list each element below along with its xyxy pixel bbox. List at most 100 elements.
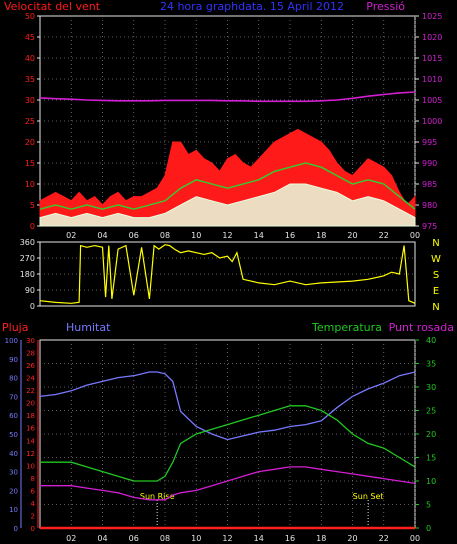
compass-label: S bbox=[433, 270, 439, 281]
time-tick-label: 20 bbox=[347, 231, 357, 240]
time-tick-label: 18 bbox=[316, 534, 326, 543]
pressure-axis-title: Pressió bbox=[366, 0, 405, 13]
rain-tick-label: 0 bbox=[31, 525, 35, 533]
rain-tick-label: 4 bbox=[31, 500, 36, 508]
time-tick-label: 02 bbox=[66, 534, 76, 543]
humidity-tick-label: 70 bbox=[9, 393, 18, 401]
time-tick-label: 20 bbox=[347, 534, 357, 543]
time-tick-label: 16 bbox=[285, 534, 295, 543]
humidity-tick-label: 20 bbox=[9, 487, 18, 495]
humidity-axis-title: Humitat bbox=[66, 321, 111, 334]
time-tick-label: 02 bbox=[66, 231, 76, 240]
pressure-tick-label: 1025 bbox=[422, 12, 442, 21]
time-tick-label: 06 bbox=[129, 534, 139, 543]
wind-average-series bbox=[39, 162, 416, 210]
climate-chart: 0102030405060708090100024681012141618202… bbox=[5, 336, 437, 543]
rain-tick-label: 10 bbox=[26, 462, 35, 470]
humidity-tick-label: 100 bbox=[5, 337, 18, 345]
wind-tick-label: 0 bbox=[30, 222, 35, 231]
time-tick-label: 04 bbox=[97, 534, 107, 543]
pressure-series bbox=[39, 91, 416, 103]
humidity-tick-label: 0 bbox=[14, 525, 18, 533]
direction-tick-label: 0 bbox=[30, 302, 35, 311]
sunrise-label: Sun Rise bbox=[140, 492, 175, 501]
rain-tick-label: 2 bbox=[31, 512, 35, 520]
temperature-axis-title: Temperatura bbox=[311, 321, 382, 334]
rain-tick-label: 20 bbox=[26, 400, 35, 408]
wind-tick-label: 25 bbox=[25, 117, 35, 126]
rain-tick-label: 6 bbox=[31, 487, 36, 495]
humidity-tick-label: 50 bbox=[9, 431, 18, 439]
humidity-tick-label: 40 bbox=[9, 450, 18, 458]
time-tick-label: 10 bbox=[191, 534, 201, 543]
wind-tick-label: 15 bbox=[25, 159, 35, 168]
time-tick-label: 22 bbox=[379, 231, 389, 240]
temperature-series bbox=[40, 405, 416, 482]
wind-tick-label: 20 bbox=[25, 138, 35, 147]
pressure-tick-label: 995 bbox=[422, 138, 437, 147]
humidity-tick-label: 90 bbox=[9, 356, 18, 364]
time-tick-label: 18 bbox=[316, 231, 326, 240]
time-tick-label: 16 bbox=[285, 231, 295, 240]
rain-tick-label: 30 bbox=[26, 337, 35, 345]
wind-tick-label: 5 bbox=[30, 201, 35, 210]
rain-axis-title: Pluja bbox=[2, 321, 28, 334]
pressure-tick-label: 980 bbox=[422, 201, 437, 210]
humidity-tick-label: 10 bbox=[9, 506, 18, 514]
time-tick-label: 12 bbox=[222, 534, 232, 543]
temperature-tick-label: 30 bbox=[426, 383, 436, 392]
time-tick-label: 12 bbox=[222, 231, 232, 240]
temperature-tick-label: 15 bbox=[426, 454, 436, 463]
time-tick-label: 14 bbox=[254, 534, 264, 543]
temperature-tick-label: 0 bbox=[426, 524, 431, 533]
time-tick-label: 08 bbox=[160, 231, 170, 240]
direction-tick-label: 360 bbox=[20, 238, 35, 247]
rain-tick-label: 12 bbox=[26, 450, 35, 458]
wind-chart: 0510152025303540455097598098599099510001… bbox=[25, 12, 443, 240]
temperature-tick-label: 40 bbox=[426, 336, 436, 345]
wind-speed-axis-title: Velocitat del vent bbox=[4, 0, 101, 13]
rain-tick-label: 26 bbox=[26, 362, 35, 370]
time-tick-label: 06 bbox=[129, 231, 139, 240]
dewpoint-axis-title: Punt rosada bbox=[389, 321, 454, 334]
wind-tick-label: 10 bbox=[25, 180, 35, 189]
rain-tick-label: 28 bbox=[26, 350, 35, 358]
pressure-tick-label: 990 bbox=[422, 159, 437, 168]
humidity-tick-label: 30 bbox=[9, 469, 18, 477]
time-tick-label: 04 bbox=[97, 231, 107, 240]
pressure-tick-label: 1010 bbox=[422, 75, 442, 84]
compass-label: N bbox=[432, 238, 439, 249]
pressure-tick-label: 1000 bbox=[422, 117, 442, 126]
wind-tick-label: 50 bbox=[25, 12, 35, 21]
time-tick-label: 22 bbox=[379, 534, 389, 543]
rain-tick-label: 16 bbox=[26, 425, 35, 433]
pressure-tick-label: 1005 bbox=[422, 96, 442, 105]
time-tick-label: 00 bbox=[410, 534, 420, 543]
temperature-tick-label: 35 bbox=[426, 360, 436, 369]
humidity-series bbox=[39, 371, 416, 441]
rain-tick-label: 24 bbox=[26, 375, 35, 383]
time-tick-label: 14 bbox=[254, 231, 264, 240]
time-tick-label: 08 bbox=[160, 534, 170, 543]
wind-tick-label: 45 bbox=[25, 33, 35, 42]
dewpoint-series bbox=[40, 466, 416, 501]
rain-tick-label: 14 bbox=[26, 437, 35, 445]
rain-tick-label: 18 bbox=[26, 412, 35, 420]
sunset-label: Sun Set bbox=[353, 492, 384, 501]
humidity-tick-label: 80 bbox=[9, 375, 18, 383]
compass-label: W bbox=[431, 254, 441, 265]
chart-title: 24 hora graphdata. 15 April 2012 bbox=[160, 0, 344, 13]
temperature-tick-label: 25 bbox=[426, 407, 436, 416]
rain-tick-label: 22 bbox=[26, 387, 35, 395]
wind-tick-label: 40 bbox=[25, 54, 35, 63]
rain-tick-label: 8 bbox=[31, 475, 35, 483]
direction-tick-label: 90 bbox=[25, 286, 35, 295]
direction-tick-label: 270 bbox=[20, 254, 35, 263]
direction-tick-label: 180 bbox=[20, 270, 35, 279]
pressure-tick-label: 1020 bbox=[422, 33, 442, 42]
wind-min-series bbox=[39, 183, 416, 227]
temperature-tick-label: 5 bbox=[426, 501, 431, 510]
pressure-tick-label: 975 bbox=[422, 222, 437, 231]
